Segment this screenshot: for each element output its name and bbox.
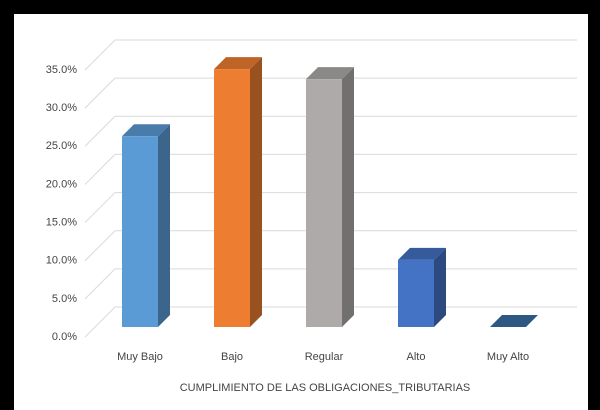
bar-front <box>214 69 250 327</box>
bar-front <box>398 259 434 327</box>
plot-background <box>14 14 588 410</box>
y-tick-label: 30.0% <box>46 102 77 114</box>
bar-side <box>342 67 354 328</box>
bar <box>306 67 354 328</box>
bar <box>398 247 446 327</box>
x-tick-label: Muy Alto <box>487 351 529 363</box>
x-tick-label: Muy Bajo <box>117 351 163 363</box>
grid-line <box>84 115 577 147</box>
bar-top <box>214 57 262 70</box>
bar-front <box>122 136 158 327</box>
bar-top <box>306 67 354 80</box>
x-tick-label: Alto <box>407 351 426 363</box>
y-tick-label: 10.0% <box>46 255 77 267</box>
x-tick-label: Bajo <box>221 351 243 363</box>
grid-line <box>84 153 577 185</box>
bar-side <box>250 57 262 327</box>
bar-front <box>306 79 342 327</box>
grid-line <box>84 192 577 223</box>
bar-top <box>398 247 446 260</box>
bar-side <box>158 124 170 328</box>
y-tick-label: 5.0% <box>52 293 77 305</box>
bar-top <box>490 315 538 327</box>
y-tick-label: 25.0% <box>46 140 77 152</box>
bar <box>490 315 538 327</box>
grid-line <box>84 39 577 71</box>
grid-line <box>84 77 577 109</box>
bar <box>122 124 170 328</box>
x-tick-label: Regular <box>305 351 344 363</box>
y-tick-label: 15.0% <box>46 216 77 228</box>
grid-line <box>84 230 577 262</box>
bar-top <box>122 124 170 137</box>
bar <box>214 57 262 327</box>
x-axis-title: CUMPLIMIENTO DE LAS OBLIGACIONES_TRIBUTA… <box>180 382 471 394</box>
y-tick-label: 35.0% <box>46 64 77 76</box>
y-tick-label: 0.0% <box>52 331 77 343</box>
y-tick-label: 20.0% <box>46 178 77 190</box>
bar-side <box>434 247 446 327</box>
